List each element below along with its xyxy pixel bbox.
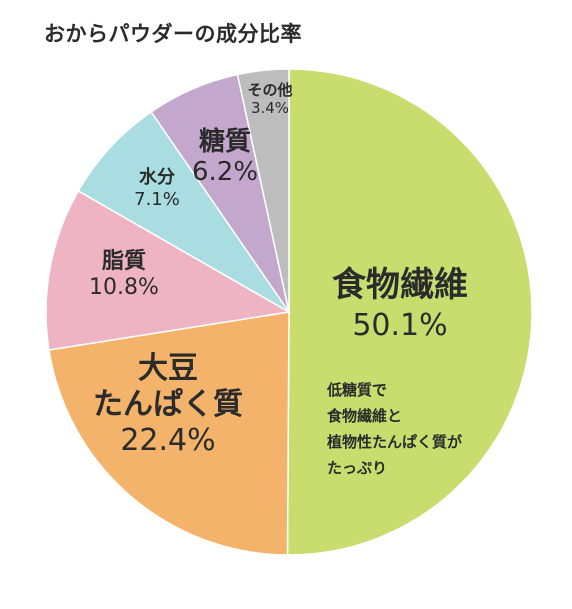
slice-label-2-line-1: 大豆 [138, 351, 198, 386]
slice-label-6: その他 [247, 81, 292, 99]
annotation-line-1: 低糖質で [327, 381, 388, 399]
pie-slice-2 [48, 311, 290, 556]
slice-label-3: 脂質 [102, 248, 146, 274]
pie-slice-6 [236, 68, 290, 313]
slice-value-6: 3.4% [251, 99, 289, 117]
annotation-line-4: たっぷり [327, 459, 388, 477]
slice-value-3: 10.8% [89, 275, 159, 300]
slice-value-1: 50.1% [352, 308, 447, 343]
slice-label-2-line-2: たんぱく質 [93, 387, 243, 422]
slice-value-5: 6.2% [192, 157, 258, 187]
pie-slice-1 [286, 68, 533, 556]
slice-label-4: 水分 [139, 166, 175, 188]
slice-value-2: 22.4% [120, 423, 215, 458]
slice-label-5: 糖質 [199, 126, 251, 157]
slice-value-4: 7.1% [134, 189, 180, 210]
annotation-line-2: 食物繊維と [327, 407, 403, 425]
slice-label-1: 食物繊維 [332, 265, 468, 305]
chart-title: おからパウダーの成分比率 [44, 22, 302, 46]
slice-label-group-4: 水分7.1% [134, 166, 180, 210]
pie-slice-3 [45, 189, 292, 351]
chart-annotation: 低糖質で 食物繊維と 植物性たんぱく質が たっぷり [327, 377, 462, 481]
pie-slice-4 [77, 110, 290, 313]
pie-slices [45, 68, 533, 556]
annotation-line-3: 植物性たんぱく質が [327, 433, 463, 451]
slice-label-group-5: 糖質6.2% [192, 126, 258, 187]
